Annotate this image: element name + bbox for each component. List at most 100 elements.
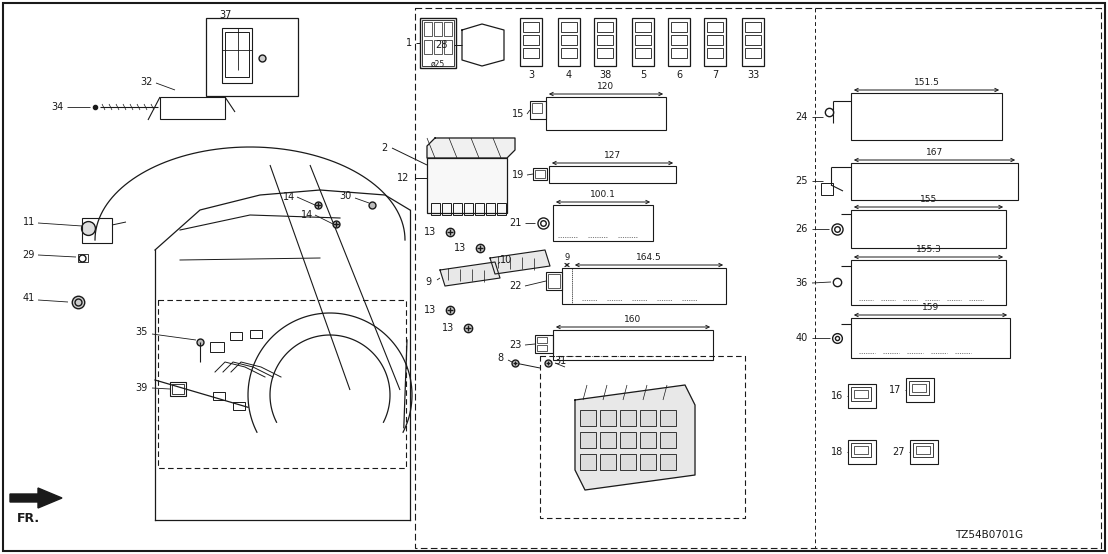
Bar [422,20,454,66]
Polygon shape [427,138,515,158]
Bar [848,440,876,464]
Bar [170,382,186,396]
Bar [601,454,616,470]
Text: 100.1: 100.1 [591,190,616,199]
Bar [546,97,666,130]
Text: 7: 7 [711,70,718,80]
Bar [561,22,577,32]
Bar [660,410,676,426]
Bar [533,168,547,180]
Polygon shape [10,488,62,508]
Bar [579,454,596,470]
Text: 1: 1 [406,38,412,48]
Text: 30: 30 [340,191,352,201]
Text: 160: 160 [625,315,642,324]
Bar [848,384,876,408]
Text: 40: 40 [796,333,808,343]
Text: 31: 31 [554,356,566,366]
Text: 15: 15 [512,109,524,119]
Bar [444,22,452,36]
Bar [561,35,577,45]
Bar [444,40,452,54]
Bar [497,203,506,215]
Bar [707,35,724,45]
Text: 13: 13 [454,243,466,253]
Text: 167: 167 [926,148,943,157]
Bar [172,384,184,394]
Text: 13: 13 [423,305,437,315]
Text: 26: 26 [796,224,808,234]
Polygon shape [575,385,695,490]
Bar [453,203,462,215]
Bar [671,35,687,45]
Text: 19: 19 [512,170,524,180]
Bar [910,440,938,464]
Text: 8: 8 [497,353,504,363]
Bar [431,203,440,215]
Bar [851,210,1006,248]
Bar [553,205,653,241]
Bar [660,454,676,470]
Text: 22: 22 [510,281,522,291]
Text: 14: 14 [283,192,295,202]
Text: 159: 159 [922,303,940,312]
Text: 155: 155 [920,195,937,204]
Text: 5: 5 [640,70,646,80]
Bar [635,48,652,58]
Bar [562,268,726,304]
Bar [540,356,745,518]
Bar [553,330,714,360]
Bar [640,432,656,448]
Bar [707,22,724,32]
Bar [442,203,451,215]
Text: 12: 12 [397,173,409,183]
Text: 11: 11 [23,217,35,227]
Bar [660,432,676,448]
Text: 23: 23 [510,340,522,350]
Bar [851,260,1006,305]
Polygon shape [490,250,550,274]
Bar [424,40,432,54]
Text: 151.5: 151.5 [914,78,940,87]
Text: 18: 18 [831,447,843,457]
Bar [851,93,1002,140]
Bar [213,392,225,400]
Text: 21: 21 [510,218,522,228]
Bar [851,443,871,457]
Text: 155.3: 155.3 [915,245,942,254]
Bar [523,48,538,58]
Text: 32: 32 [141,77,153,87]
Text: 120: 120 [597,82,615,91]
Bar [671,22,687,32]
Bar [854,446,868,454]
Bar [668,18,690,66]
Bar [233,402,245,410]
Bar [671,48,687,58]
Bar [434,22,442,36]
Bar [434,40,442,54]
Bar [78,254,88,262]
Bar [464,203,473,215]
Bar [635,35,652,45]
Bar [745,35,761,45]
Text: 13: 13 [423,227,437,237]
Bar [558,18,579,66]
Bar [546,272,562,290]
Bar [745,22,761,32]
Bar [416,8,1101,548]
Text: 14: 14 [300,210,312,220]
Bar [620,410,636,426]
Text: 9: 9 [564,253,570,262]
Text: 36: 36 [796,278,808,288]
Bar [427,158,507,213]
Bar [635,22,652,32]
Text: 9: 9 [425,277,432,287]
Bar [906,378,934,402]
Text: 41: 41 [23,293,35,303]
Bar [821,183,833,195]
Text: 37: 37 [218,10,232,20]
Bar [916,446,930,454]
Polygon shape [462,24,504,66]
Bar [475,203,484,215]
Bar [206,18,298,96]
